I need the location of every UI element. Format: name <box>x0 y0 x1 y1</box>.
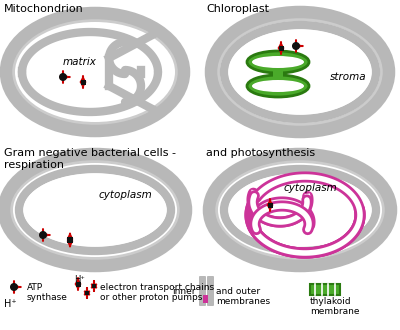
Ellipse shape <box>6 13 184 131</box>
Text: thylakoid
membrane: thylakoid membrane <box>310 297 360 316</box>
Text: and outer
membranes: and outer membranes <box>216 287 270 306</box>
Ellipse shape <box>252 80 304 92</box>
Text: Mitochondrion: Mitochondrion <box>4 4 84 14</box>
Text: Chloroplast: Chloroplast <box>206 4 269 14</box>
Ellipse shape <box>15 22 175 122</box>
Text: H⁺: H⁺ <box>74 275 85 284</box>
FancyBboxPatch shape <box>80 80 86 84</box>
FancyBboxPatch shape <box>207 276 214 306</box>
Text: electron transport chains
or other proton pumps: electron transport chains or other proto… <box>100 283 214 302</box>
FancyBboxPatch shape <box>278 46 284 50</box>
Ellipse shape <box>228 29 372 115</box>
FancyBboxPatch shape <box>92 284 96 288</box>
Circle shape <box>60 74 66 80</box>
Ellipse shape <box>24 174 166 247</box>
Text: matrix: matrix <box>63 57 97 67</box>
Ellipse shape <box>220 21 380 123</box>
Text: stroma: stroma <box>330 72 367 82</box>
Text: and photosynthesis: and photosynthesis <box>206 148 315 158</box>
FancyBboxPatch shape <box>76 281 80 286</box>
Circle shape <box>293 43 299 49</box>
FancyBboxPatch shape <box>67 237 73 243</box>
Ellipse shape <box>218 163 382 257</box>
Text: Gram negative bacterial cells -
respiration: Gram negative bacterial cells - respirat… <box>4 148 176 170</box>
Circle shape <box>11 284 17 290</box>
FancyBboxPatch shape <box>203 295 208 303</box>
Text: inner: inner <box>172 286 196 295</box>
FancyBboxPatch shape <box>268 203 272 208</box>
Ellipse shape <box>247 75 309 97</box>
FancyBboxPatch shape <box>85 291 89 295</box>
FancyBboxPatch shape <box>310 284 340 295</box>
Ellipse shape <box>228 174 372 247</box>
Ellipse shape <box>247 51 309 73</box>
FancyBboxPatch shape <box>273 69 283 79</box>
Ellipse shape <box>211 12 389 132</box>
Text: H⁺: H⁺ <box>4 299 17 309</box>
FancyBboxPatch shape <box>199 276 206 306</box>
Ellipse shape <box>252 56 304 68</box>
Circle shape <box>40 232 46 238</box>
Ellipse shape <box>209 154 391 266</box>
Ellipse shape <box>4 154 186 266</box>
Text: cytoplasm: cytoplasm <box>283 183 337 193</box>
Text: cytoplasm: cytoplasm <box>98 190 152 200</box>
Text: ATP
synthase: ATP synthase <box>27 283 68 302</box>
Ellipse shape <box>13 163 177 257</box>
